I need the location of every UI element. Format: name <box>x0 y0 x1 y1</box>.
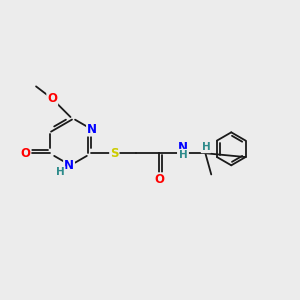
Text: O: O <box>47 92 57 105</box>
Text: H: H <box>178 150 188 160</box>
Text: N: N <box>87 123 97 136</box>
Text: H: H <box>56 167 64 177</box>
Text: O: O <box>20 147 30 160</box>
Text: S: S <box>110 147 118 160</box>
Text: N: N <box>178 141 188 154</box>
Text: O: O <box>154 173 164 186</box>
Text: N: N <box>64 159 74 172</box>
Text: H: H <box>202 142 210 152</box>
